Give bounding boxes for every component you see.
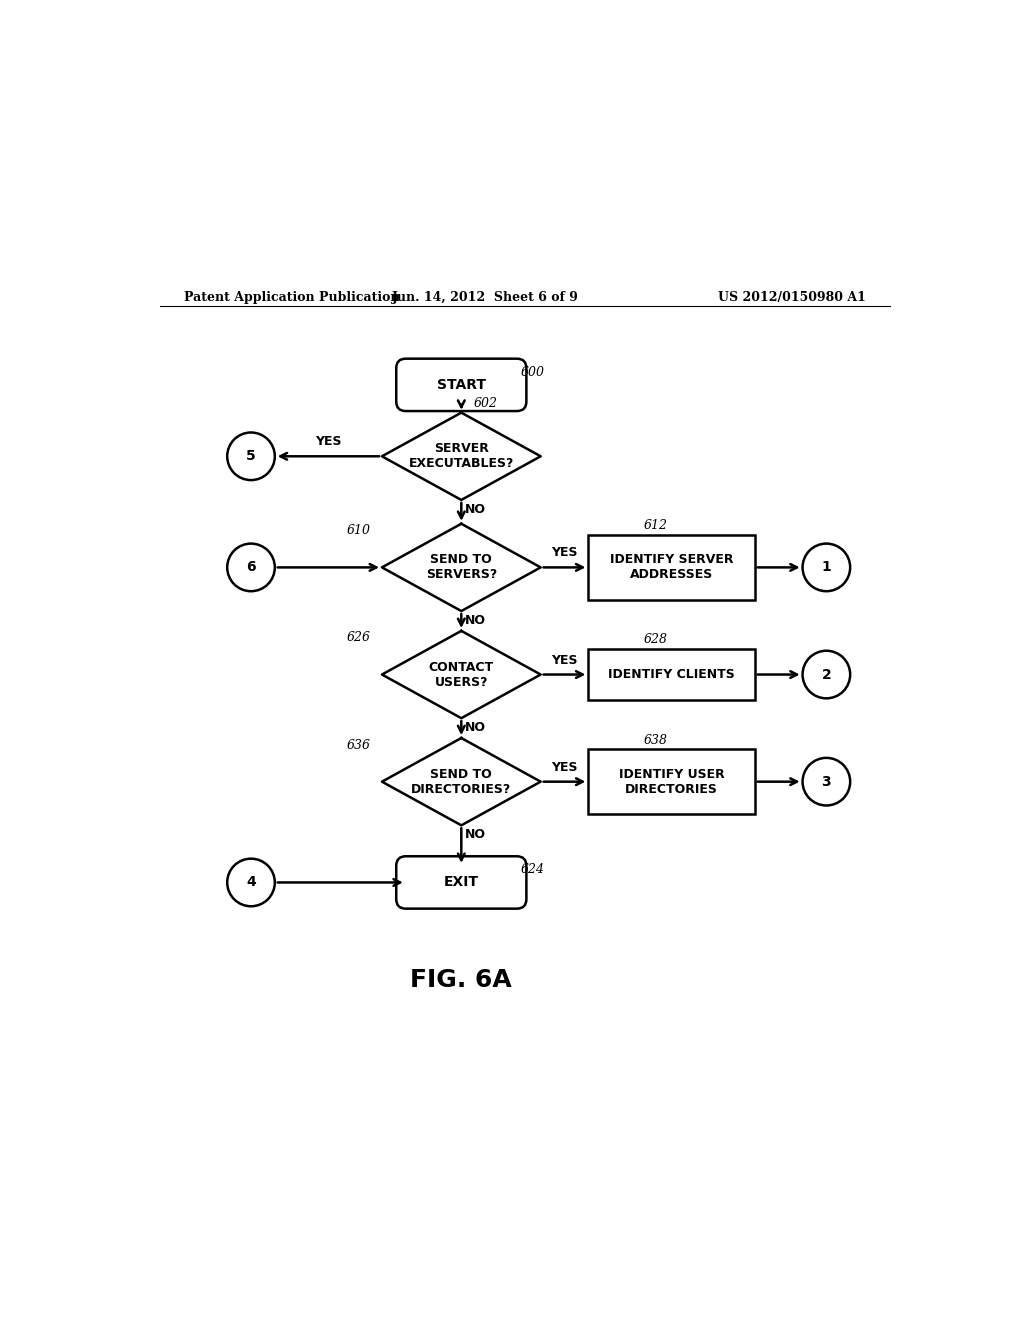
Text: YES: YES <box>551 546 578 560</box>
Text: 626: 626 <box>346 631 371 644</box>
Text: 624: 624 <box>521 863 545 876</box>
FancyBboxPatch shape <box>588 648 755 701</box>
FancyBboxPatch shape <box>396 359 526 411</box>
Text: NO: NO <box>465 503 486 516</box>
Text: 610: 610 <box>346 524 371 537</box>
Text: START: START <box>437 378 485 392</box>
Text: YES: YES <box>315 436 342 449</box>
Text: SERVER
EXECUTABLES?: SERVER EXECUTABLES? <box>409 442 514 470</box>
Text: 1: 1 <box>821 561 831 574</box>
Text: 638: 638 <box>644 734 668 747</box>
Text: NO: NO <box>465 721 486 734</box>
Text: YES: YES <box>551 760 578 774</box>
Text: 3: 3 <box>821 775 831 788</box>
Text: IDENTIFY SERVER
ADDRESSES: IDENTIFY SERVER ADDRESSES <box>610 553 733 581</box>
Text: US 2012/0150980 A1: US 2012/0150980 A1 <box>718 292 866 304</box>
FancyBboxPatch shape <box>396 857 526 908</box>
Text: 602: 602 <box>473 397 498 411</box>
Text: Jun. 14, 2012  Sheet 6 of 9: Jun. 14, 2012 Sheet 6 of 9 <box>392 292 579 304</box>
Text: 628: 628 <box>644 634 668 645</box>
Text: 2: 2 <box>821 668 831 681</box>
Text: IDENTIFY USER
DIRECTORIES: IDENTIFY USER DIRECTORIES <box>618 768 725 796</box>
Text: IDENTIFY CLIENTS: IDENTIFY CLIENTS <box>608 668 735 681</box>
FancyBboxPatch shape <box>588 750 755 814</box>
Text: 6: 6 <box>246 561 256 574</box>
Text: 612: 612 <box>644 520 668 532</box>
Text: Patent Application Publication: Patent Application Publication <box>183 292 399 304</box>
Text: 4: 4 <box>246 875 256 890</box>
Text: SEND TO
DIRECTORIES?: SEND TO DIRECTORIES? <box>412 768 511 796</box>
Text: YES: YES <box>551 653 578 667</box>
Text: NO: NO <box>465 614 486 627</box>
Text: 600: 600 <box>521 366 545 379</box>
Text: CONTACT
USERS?: CONTACT USERS? <box>429 660 494 689</box>
Text: FIG. 6A: FIG. 6A <box>411 968 512 993</box>
Text: 636: 636 <box>346 738 371 751</box>
Text: 5: 5 <box>246 449 256 463</box>
Text: EXIT: EXIT <box>443 875 479 890</box>
FancyBboxPatch shape <box>588 535 755 599</box>
Text: NO: NO <box>465 829 486 841</box>
Text: SEND TO
SERVERS?: SEND TO SERVERS? <box>426 553 497 581</box>
